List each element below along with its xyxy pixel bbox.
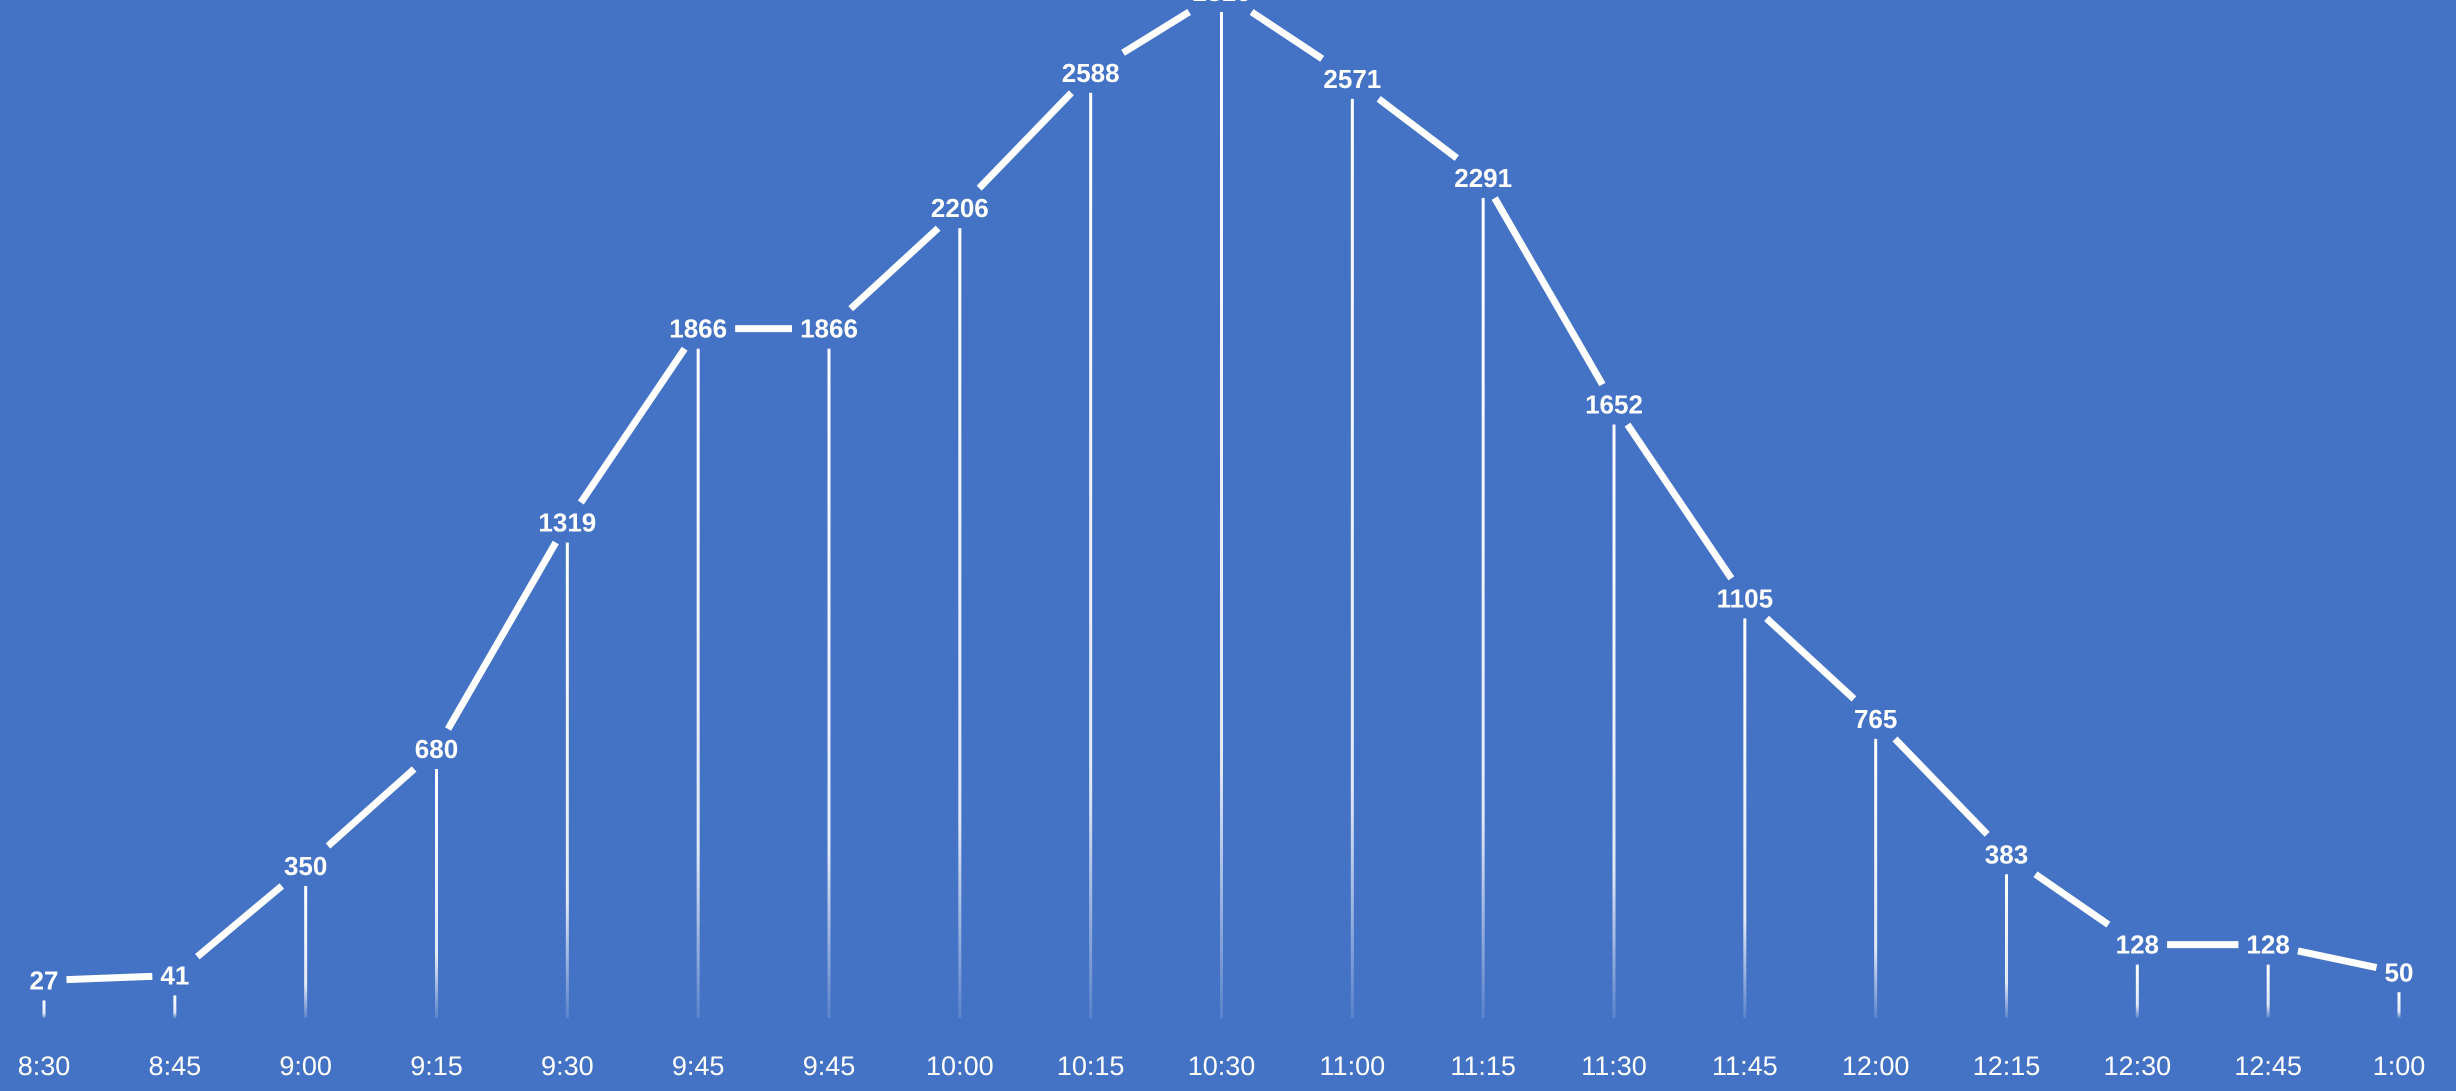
drop-line: [696, 348, 700, 1018]
data-label: 128: [2246, 930, 2289, 960]
drop-line: [827, 348, 831, 1018]
drop-line: [1350, 98, 1354, 1018]
data-label: 1105: [1717, 583, 1773, 613]
drop-line: [1089, 92, 1093, 1019]
series-line-segment: [325, 766, 417, 849]
drop-line: [42, 1000, 46, 1018]
data-label: 765: [1854, 704, 1897, 734]
drop-line: [2005, 874, 2008, 1018]
series-line-segment: [1892, 736, 1990, 837]
series-line-segment: [1249, 9, 1325, 62]
x-tick-label: 8:45: [149, 1051, 202, 1081]
data-label: 2571: [1323, 64, 1381, 94]
data-label: 680: [415, 734, 458, 764]
data-label: 1319: [538, 508, 596, 538]
data-label: 1866: [800, 314, 858, 344]
drop-line: [1743, 618, 1747, 1018]
x-tick-label: 9:00: [279, 1051, 332, 1081]
data-label: 383: [1985, 839, 2028, 869]
drop-line: [2266, 964, 2270, 1018]
data-label: 2588: [1062, 58, 1120, 88]
data-label: 50: [2385, 957, 2414, 987]
series-line-segment: [445, 540, 559, 731]
drop-line: [435, 769, 438, 1018]
x-tick-label: 12:45: [2234, 1051, 2302, 1081]
x-tick-label: 8:30: [18, 1051, 71, 1081]
drop-line: [1612, 424, 1616, 1018]
series-line-segment: [848, 225, 941, 312]
x-tick-label: 10:30: [1188, 1051, 1256, 1081]
data-labels: 27 41 350 680 1319 1866 1866 2206 2588 2816 2571 22…: [30, 0, 2414, 995]
x-tick-label: 11:15: [1450, 1051, 1516, 1081]
x-tick-label: 9:45: [803, 1051, 856, 1081]
x-axis-tick-labels: 8:30 8:45 9:00 9:15 9:30 9:45 9:45 10:00 10:15 10…: [18, 1051, 2426, 1081]
series-line-segment: [976, 90, 1074, 191]
drop-line: [2135, 964, 2139, 1018]
drop-line: [958, 228, 962, 1018]
x-tick-label: 12:30: [2104, 1051, 2172, 1081]
drop-line: [1220, 12, 1223, 1018]
drop-line: [304, 885, 308, 1018]
data-label: 1866: [669, 314, 727, 344]
data-label: 41: [160, 960, 189, 990]
drop-line: [1481, 198, 1485, 1019]
data-label: 27: [30, 965, 59, 995]
drop-lines: [42, 12, 2401, 1019]
series-line-segment: [1764, 615, 1857, 702]
x-tick-label: 9:30: [541, 1051, 594, 1081]
data-label: 2291: [1454, 163, 1512, 193]
drop-line: [173, 995, 177, 1018]
x-tick-label: 10:15: [1057, 1051, 1125, 1081]
x-tick-label: 12:15: [1973, 1051, 2041, 1081]
series-line-segment: [195, 883, 285, 960]
x-tick-label: 12:00: [1842, 1051, 1910, 1081]
drop-line: [2397, 992, 2401, 1018]
series-line-segment: [1491, 196, 1606, 387]
series-line-segment: [1624, 422, 1735, 581]
data-label: 128: [2116, 930, 2159, 960]
data-label: 350: [284, 851, 327, 881]
series-line-segment: [66, 972, 153, 984]
series-line-segment: [2297, 947, 2378, 971]
series-line: [66, 9, 2378, 984]
series-line-segment: [2033, 871, 2111, 928]
data-label: 1652: [1585, 390, 1643, 420]
series-line-segment: [1121, 9, 1191, 56]
x-tick-label: 9:45: [672, 1051, 725, 1081]
data-label: 2816: [1193, 0, 1251, 7]
x-tick-label: 9:15: [410, 1051, 463, 1081]
data-label: 2206: [931, 193, 989, 223]
x-tick-label: 11:30: [1581, 1051, 1647, 1081]
series-line-segment: [1376, 96, 1459, 161]
series-line-segment: [577, 346, 688, 505]
x-tick-label: 11:00: [1320, 1051, 1386, 1081]
x-tick-label: 1:00: [2373, 1051, 2426, 1081]
drop-line: [565, 542, 569, 1018]
x-tick-label: 10:00: [926, 1051, 994, 1081]
x-tick-label: 11:45: [1712, 1051, 1778, 1081]
drop-line: [1874, 738, 1878, 1018]
